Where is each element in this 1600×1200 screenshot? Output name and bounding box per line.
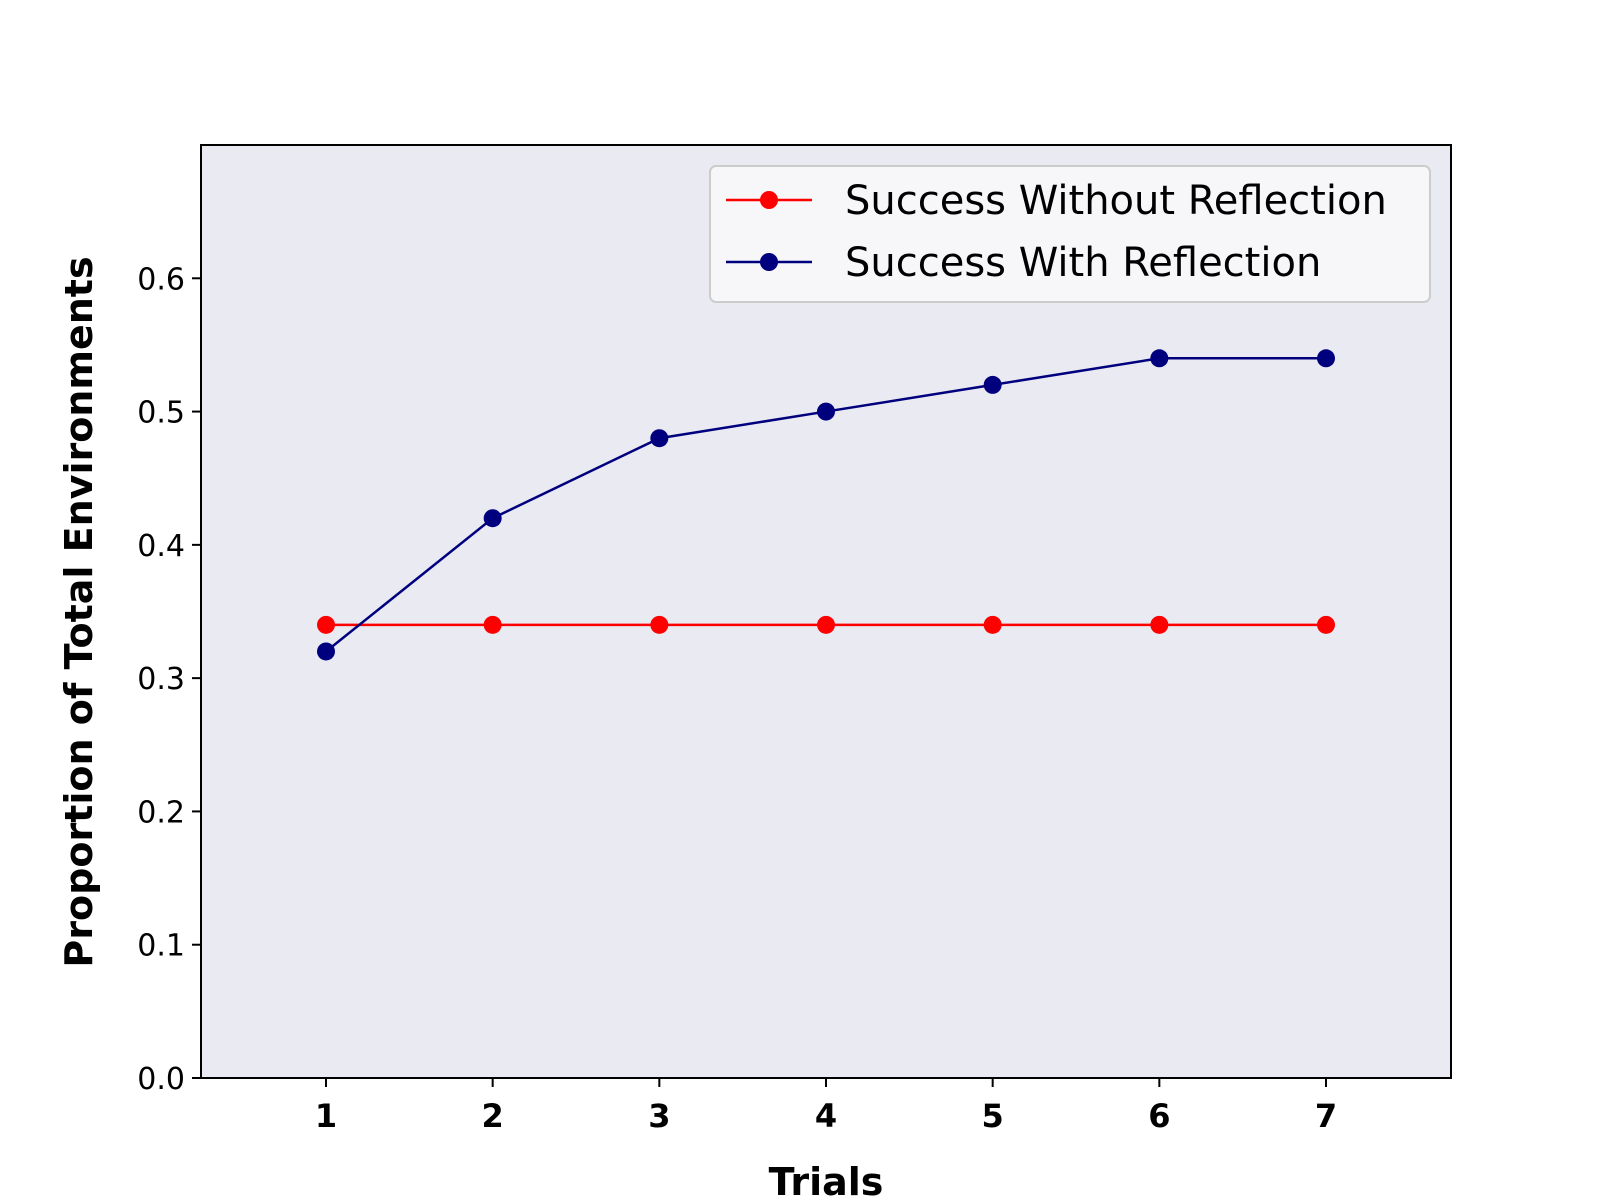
x-tick-label-0: 1 (315, 1097, 337, 1135)
y-tick-label-6: 0.6 (137, 262, 185, 297)
series-0-point-1 (483, 615, 502, 634)
legend-label-without-reflection: Success Without Reflection (845, 178, 1387, 224)
series-layer (317, 349, 1335, 661)
series-0-point-3 (817, 615, 835, 634)
series-1-point-3 (817, 402, 835, 421)
y-tick-label-3: 0.3 (137, 662, 185, 697)
x-tick-label-2: 3 (648, 1097, 670, 1135)
legend-box (709, 165, 1431, 303)
legend-marker-without-reflection (760, 191, 778, 209)
series-1-point-2 (650, 429, 669, 448)
x-tick-label-5: 6 (1148, 1097, 1170, 1135)
series-0-point-0 (317, 615, 335, 634)
x-axis: 1 2 3 4 5 6 7 (315, 1078, 1337, 1135)
y-tick-label-4: 0.4 (137, 529, 185, 564)
y-axis-label: Proportion of Total Environments (57, 256, 101, 967)
y-tick-label-2: 0.2 (137, 795, 185, 830)
y-tick-label-5: 0.5 (137, 396, 185, 431)
series-0-point-5 (1150, 615, 1169, 634)
x-tick-label-4: 5 (982, 1097, 1004, 1135)
y-tick-label-1: 0.1 (137, 929, 185, 964)
y-tick-label-0: 0.0 (137, 1062, 185, 1097)
legend-marker-with-reflection (760, 253, 778, 271)
x-tick-label-6: 7 (1315, 1097, 1337, 1135)
series-1-point-1 (483, 509, 502, 528)
series-1-point-4 (983, 375, 1002, 394)
series-1-point-0 (317, 642, 335, 661)
series-1-point-6 (1317, 349, 1335, 368)
x-tick-label-3: 4 (815, 1097, 837, 1135)
y-axis: 0.0 0.1 0.2 0.3 0.4 0.5 0.6 (137, 262, 201, 1097)
x-tick-label-1: 2 (482, 1097, 504, 1135)
x-axis-label: Trials (769, 1160, 884, 1200)
series-1-point-5 (1150, 349, 1169, 368)
legend-label-with-reflection: Success With Reflection (845, 240, 1321, 286)
series-0-point-2 (650, 615, 669, 634)
series-0-point-6 (1317, 615, 1335, 634)
series-0-point-4 (983, 615, 1002, 634)
legend: Success Without Reflection Success With … (709, 165, 1431, 303)
